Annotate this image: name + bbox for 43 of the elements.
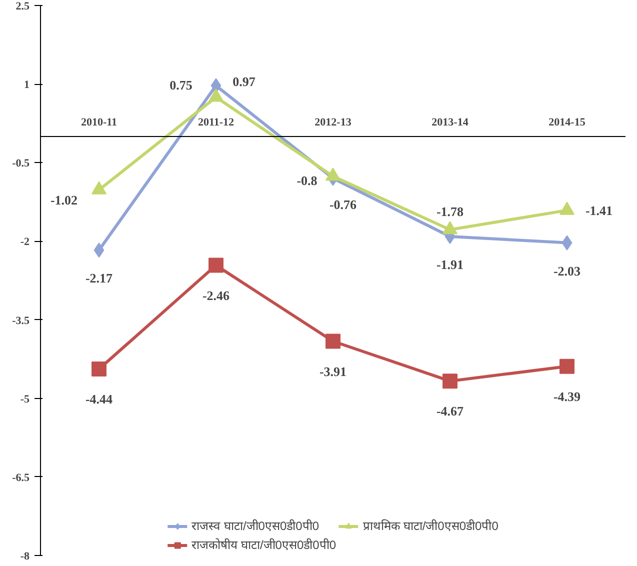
- point: [326, 168, 340, 181]
- y-tick-label: 2.5: [16, 0, 30, 12]
- data-label: -2.46: [202, 288, 230, 303]
- point: [560, 202, 574, 215]
- y-tick-label: 1: [24, 79, 30, 92]
- x-tick-label: 2012-13: [314, 116, 352, 128]
- x-tick-label: 2014-15: [548, 116, 586, 128]
- y-tick-label: -3.5: [12, 314, 30, 327]
- x-tick-label: 2013-14: [432, 116, 469, 128]
- point: [208, 88, 224, 102]
- point: [560, 358, 574, 374]
- y-tick-label: -0.5: [12, 158, 30, 170]
- data-label: -0.76: [329, 196, 358, 212]
- point: [326, 334, 340, 349]
- data-label: -2.03: [553, 263, 582, 278]
- point: [442, 374, 458, 389]
- y-tick-label: -8: [20, 550, 30, 562]
- x-tick-label: 2011-12: [198, 116, 235, 128]
- data-label: -1.91: [436, 257, 464, 272]
- y-tick-label: -6.5: [12, 472, 30, 484]
- point: [92, 181, 106, 194]
- point: [442, 221, 458, 234]
- data-label: -0.8: [296, 172, 318, 188]
- data-label: -3.91: [319, 364, 347, 379]
- data-label: -1.41: [585, 202, 613, 218]
- legend-label: राजस्व घाटा/जी0एस0डी0पी0: [192, 518, 319, 534]
- data-label: 0.97: [232, 74, 256, 90]
- y-tick-label: -2: [20, 236, 30, 248]
- point: [562, 235, 572, 250]
- y-tick-label: -5: [20, 393, 30, 406]
- point: [94, 242, 104, 258]
- data-label: -2.17: [85, 270, 114, 286]
- point: [208, 258, 224, 273]
- data-label: -4.44: [85, 392, 114, 407]
- data-label: -1.78: [436, 204, 464, 220]
- data-label: -4.67: [436, 404, 464, 419]
- x-tick-label: 2010-11: [80, 116, 118, 128]
- data-label: -4.39: [553, 388, 582, 404]
- data-label: -1.02: [50, 192, 78, 208]
- legend-label: राजकोषीय घाटा/जी0एस0डी0पी0: [192, 537, 336, 553]
- legend-label: प्राथमिक घाटा/जी0एस0डी0पी0: [363, 518, 498, 534]
- data-label: 0.75: [170, 78, 193, 93]
- point: [92, 362, 106, 377]
